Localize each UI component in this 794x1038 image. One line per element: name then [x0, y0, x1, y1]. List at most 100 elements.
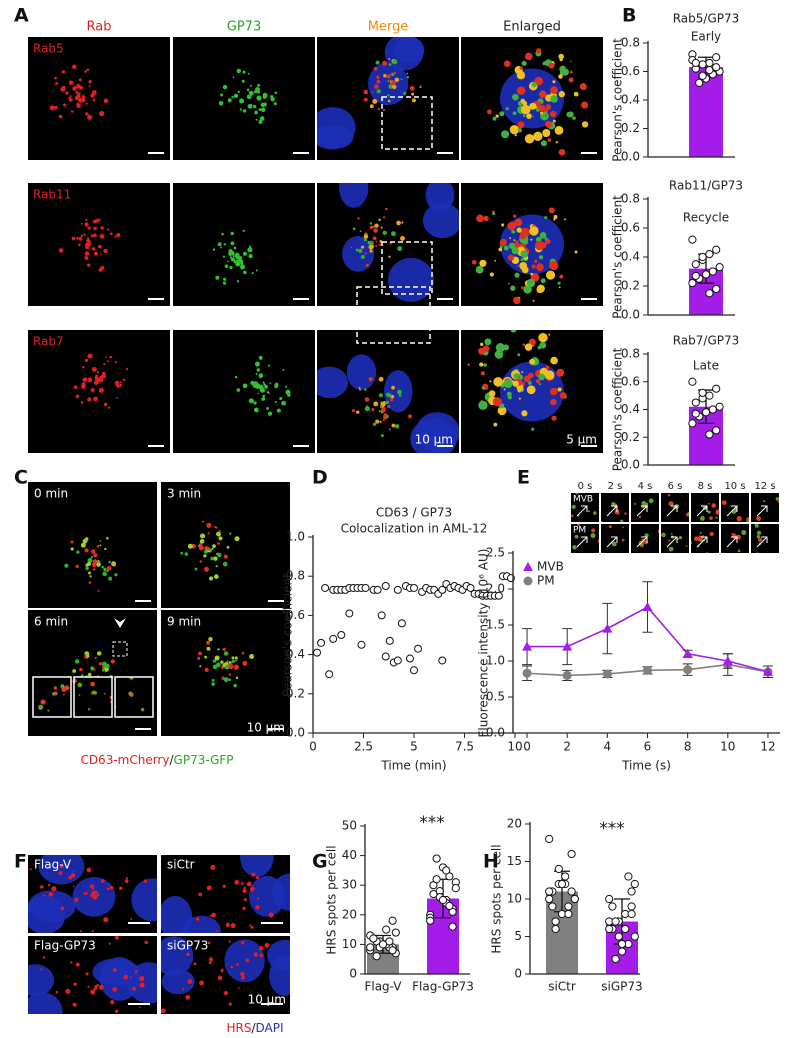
spot [236, 963, 239, 966]
spot [81, 95, 86, 99]
spot [511, 230, 515, 234]
spot [194, 567, 198, 571]
data-point [691, 409, 700, 418]
spot [91, 549, 96, 554]
caption-part: DAPI [256, 1021, 284, 1035]
spot [389, 397, 394, 402]
spot [363, 238, 367, 242]
image-label: siCtr [167, 858, 195, 872]
spot [70, 547, 74, 551]
nucleus [240, 855, 274, 877]
spot [253, 104, 257, 109]
spot [234, 375, 238, 379]
spot [406, 72, 409, 75]
nucleus [422, 202, 459, 239]
spot [611, 502, 616, 507]
spot [249, 90, 254, 96]
spot [85, 239, 89, 242]
spot [596, 557, 601, 562]
panel-letter: E [517, 467, 530, 489]
data-point [329, 634, 338, 643]
spot [240, 882, 244, 885]
spot [691, 541, 692, 545]
spot [112, 968, 117, 973]
data-point [410, 666, 418, 675]
spot [184, 552, 189, 556]
spot [80, 400, 84, 404]
spot [248, 398, 254, 404]
spot [198, 651, 202, 656]
caption-part: / [251, 1021, 256, 1035]
micrograph [317, 330, 459, 453]
spot [260, 102, 266, 108]
data-point [701, 408, 711, 417]
spot [510, 330, 517, 333]
arrowhead [114, 618, 126, 628]
spot [51, 886, 57, 892]
nucleus [161, 936, 194, 976]
spot [86, 263, 91, 267]
spot [86, 867, 92, 873]
spot [513, 239, 516, 242]
spot [270, 95, 274, 99]
spot [715, 516, 718, 519]
spot [129, 828, 134, 833]
spot [274, 91, 278, 95]
spot [521, 371, 524, 374]
data-point [683, 665, 693, 675]
image-bg [173, 183, 315, 306]
data-point [614, 932, 623, 941]
spot [112, 987, 117, 992]
spot [84, 358, 89, 363]
spot [75, 564, 79, 569]
spot [364, 252, 367, 255]
spot [411, 98, 416, 103]
spot [72, 64, 77, 69]
spot [363, 97, 368, 102]
data-point [554, 864, 563, 874]
spot [629, 482, 632, 485]
spot [276, 408, 281, 413]
y-tick-label: 0.4 [621, 250, 640, 264]
arrow [756, 505, 768, 517]
data-point [705, 250, 714, 259]
spot [557, 387, 562, 392]
zoom-box [381, 241, 433, 295]
data-point [388, 946, 397, 955]
spot [542, 129, 551, 137]
data-point [608, 902, 617, 911]
x-tick-label: 0 [309, 740, 317, 754]
spot [119, 886, 123, 891]
spot [408, 414, 413, 419]
micrograph [461, 183, 603, 306]
spot [239, 264, 246, 270]
spot [82, 538, 88, 544]
spot [211, 682, 215, 686]
y-tick-label: 0.0 [286, 726, 305, 740]
nucleus [28, 964, 55, 997]
spot [411, 92, 415, 96]
micrograph [28, 37, 170, 160]
spot [231, 96, 234, 99]
spot [364, 388, 367, 391]
spot [258, 108, 262, 112]
y-tick-label: 0.8 [286, 569, 305, 583]
time-label: 0 min [34, 487, 68, 501]
spot [207, 532, 210, 535]
spot [198, 545, 204, 551]
spot [231, 659, 235, 664]
spot [214, 655, 220, 661]
spot [568, 77, 574, 83]
spot [93, 226, 97, 231]
spot [548, 62, 555, 69]
spot [85, 102, 88, 105]
spot [247, 103, 253, 109]
arrow [636, 536, 648, 548]
image-bg [173, 330, 315, 453]
spot [70, 540, 74, 544]
spot [222, 561, 228, 567]
image-bg [161, 482, 290, 608]
spot [139, 982, 145, 988]
spot [210, 556, 215, 561]
spot [538, 332, 548, 343]
